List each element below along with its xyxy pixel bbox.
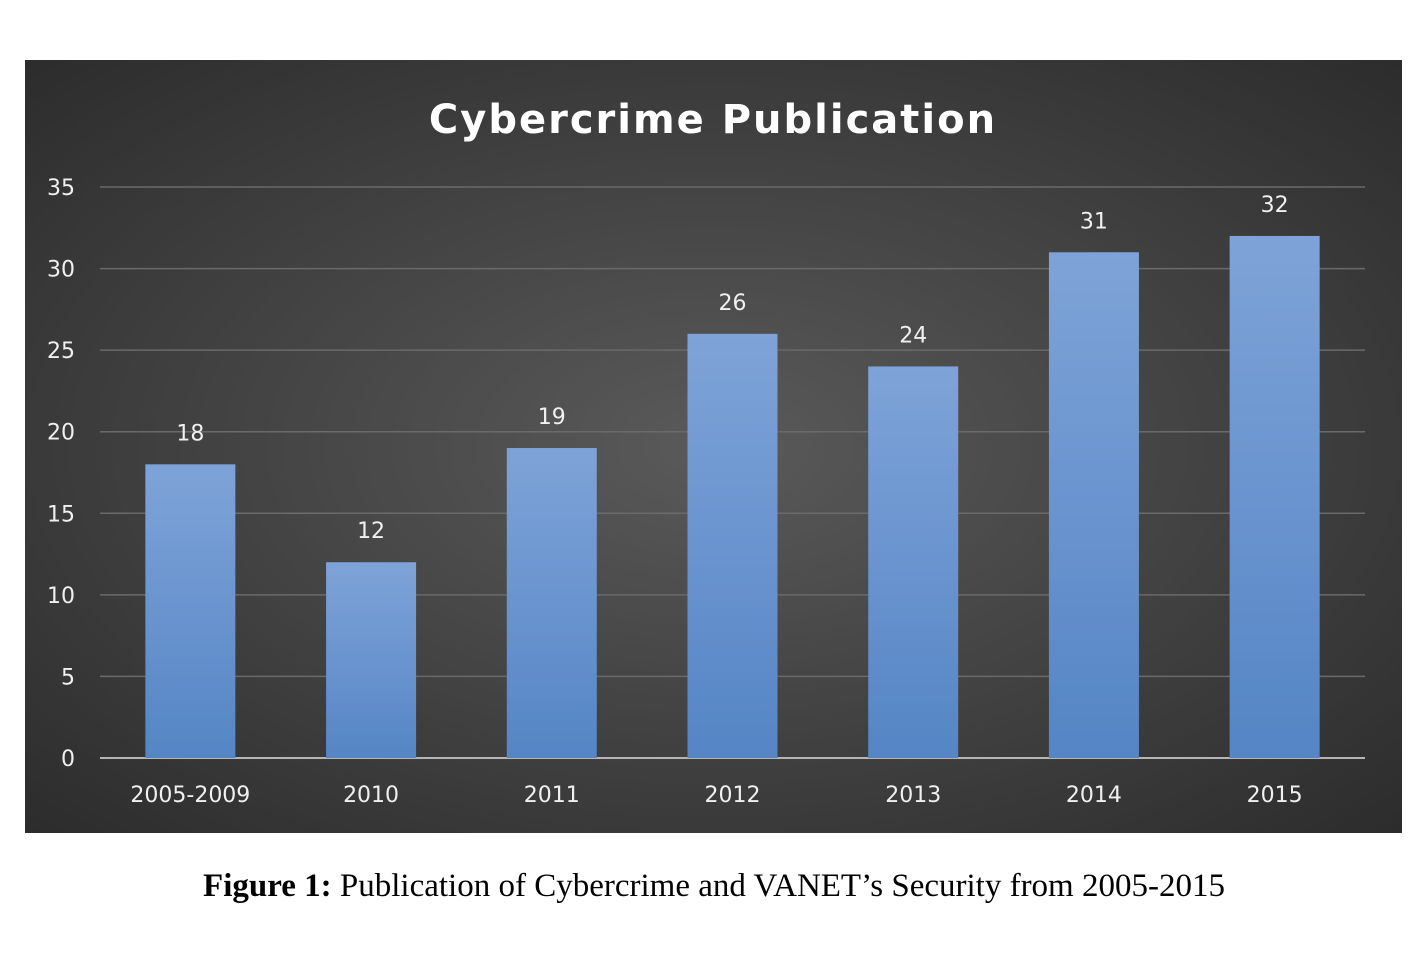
data-label: 31 xyxy=(1080,209,1108,234)
data-label: 12 xyxy=(357,519,385,544)
x-tick-label: 2005-2009 xyxy=(130,783,250,808)
bar xyxy=(687,333,778,758)
y-tick-label: 20 xyxy=(47,421,75,446)
x-tick-label: 2011 xyxy=(524,783,580,808)
data-label: 32 xyxy=(1261,193,1289,218)
y-tick-label: 25 xyxy=(47,339,75,364)
y-tick-label: 35 xyxy=(47,176,75,201)
bar xyxy=(1229,235,1320,758)
x-tick-label: 2012 xyxy=(705,783,761,808)
y-tick-label: 5 xyxy=(61,665,75,690)
figure-caption-text: Publication of Cybercrime and VANET’s Se… xyxy=(331,868,1225,904)
y-tick-label: 0 xyxy=(61,747,75,772)
y-tick-label: 15 xyxy=(47,502,75,527)
y-tick-label: 10 xyxy=(47,584,75,609)
x-tick-label: 2014 xyxy=(1066,783,1122,808)
bar xyxy=(506,448,597,758)
bar xyxy=(868,366,959,758)
data-label: 24 xyxy=(899,323,927,348)
data-label: 18 xyxy=(176,421,204,446)
bar xyxy=(326,562,417,758)
figure-label: Figure 1: xyxy=(203,868,332,904)
x-tick-label: 2013 xyxy=(885,783,941,808)
bar xyxy=(145,464,236,758)
x-tick-label: 2010 xyxy=(343,783,399,808)
data-label: 19 xyxy=(538,405,566,430)
figure-caption: Figure 1: Publication of Cybercrime and … xyxy=(0,868,1428,905)
bars xyxy=(145,235,1320,758)
y-tick-label: 30 xyxy=(47,258,75,283)
chart-panel: Cybercrime Publication 0 5 10 15 20 25 30 35 18 2… xyxy=(25,60,1402,833)
x-tick-label: 2015 xyxy=(1247,783,1303,808)
bar xyxy=(1048,252,1139,758)
labels: 0 5 10 15 20 25 30 35 18 2005-2009 12 2010 19 2011 26 2… xyxy=(47,176,1303,808)
data-label: 26 xyxy=(719,291,747,316)
bar-chart: Cybercrime Publication 0 5 10 15 20 25 30 35 18 2… xyxy=(47,97,1365,808)
chart-title: Cybercrime Publication xyxy=(429,97,997,143)
